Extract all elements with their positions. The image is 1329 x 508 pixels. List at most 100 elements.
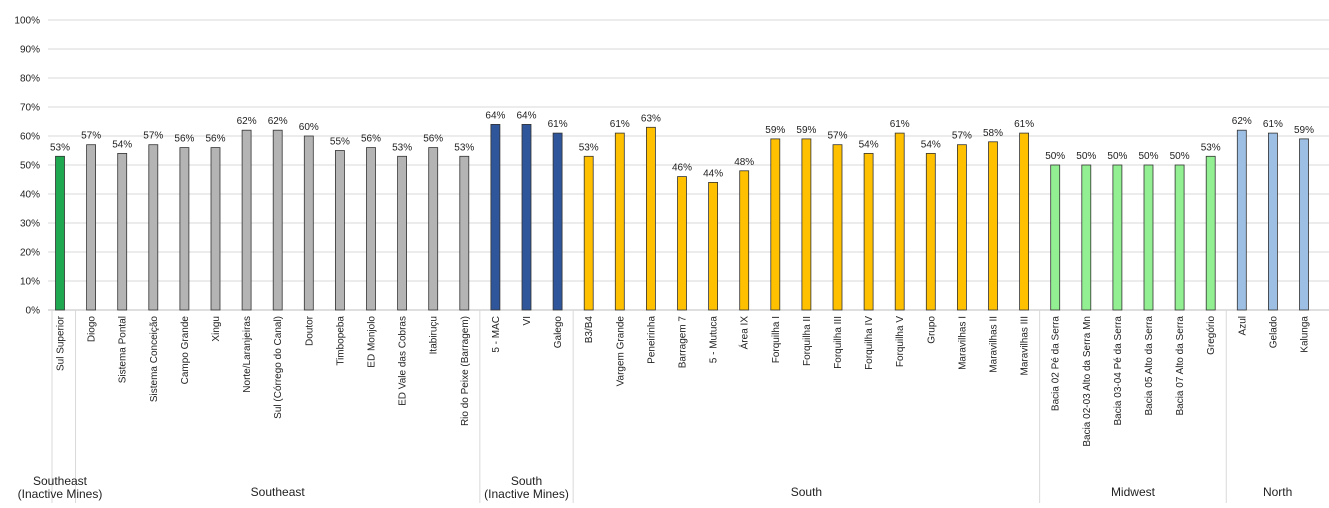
data-label: 63%: [641, 113, 661, 124]
bar: [428, 147, 439, 311]
data-label: 57%: [827, 131, 847, 142]
bar: [148, 144, 159, 311]
bar: [770, 138, 781, 311]
y-tick-label: 30%: [20, 219, 40, 230]
bar: [241, 129, 252, 311]
data-label: 54%: [921, 139, 941, 150]
data-label: 50%: [1045, 151, 1065, 162]
bars: [55, 124, 1309, 311]
data-label: 60%: [299, 122, 319, 133]
data-label: 61%: [610, 119, 630, 130]
category-label: Forquilha V: [895, 316, 906, 367]
category-label: Azul: [1237, 316, 1248, 335]
bar: [646, 126, 656, 311]
group-label: South (Inactive Mines): [484, 474, 569, 501]
bar: [739, 170, 750, 311]
y-tick-label: 50%: [20, 161, 40, 172]
data-label: 61%: [548, 119, 568, 130]
bar: [832, 144, 843, 311]
category-label: Sistema Pontal: [118, 316, 129, 383]
bar: [179, 147, 190, 311]
category-label: VI: [522, 316, 533, 325]
data-label: 57%: [81, 131, 101, 142]
bar: [459, 155, 470, 311]
y-tick-label: 0%: [26, 306, 41, 317]
category-label: Itabiruçu: [429, 316, 440, 354]
category-label: Grupo: [926, 316, 937, 344]
category-label: Bacia 03-04 Pé da Serra: [1113, 316, 1124, 426]
data-label: 53%: [579, 142, 599, 153]
data-label: 61%: [1263, 119, 1283, 130]
bar: [1050, 164, 1061, 311]
category-label: Forquilha IV: [864, 316, 875, 370]
y-tick-label: 60%: [20, 132, 40, 143]
data-label: 50%: [1107, 151, 1127, 162]
data-label: 53%: [454, 142, 474, 153]
category-label: Bacia 02-03 Alto da Serra Mn: [1082, 316, 1093, 447]
bar: [1143, 164, 1154, 311]
bar: [1299, 138, 1309, 311]
data-label: 61%: [1014, 119, 1034, 130]
category-label: Sistema Conceição: [149, 316, 160, 403]
bar: [863, 152, 874, 311]
category-label: Maravilhas I: [957, 316, 968, 370]
data-label: 46%: [672, 163, 692, 174]
category-label: Xingu: [211, 316, 222, 342]
bar: [583, 155, 594, 311]
category-label: Gelado: [1268, 316, 1279, 349]
y-tick-label: 80%: [20, 74, 40, 85]
data-label: 53%: [50, 142, 70, 153]
data-label: 59%: [1294, 125, 1314, 136]
data-label: 61%: [890, 119, 910, 130]
bar: [925, 152, 936, 311]
category-label: Rio do Peixe (Barragem): [460, 316, 471, 426]
data-labels: 53% 57% 54% 57% 56% 56% 62% 62% 60% 55% 56% 53% 56% 5…: [50, 110, 1314, 179]
bar: [708, 181, 718, 311]
category-label: ED Vale das Cobras: [398, 316, 409, 406]
bar: [521, 124, 532, 311]
category-label: Bacia 05 Alto da Serra: [1144, 316, 1155, 416]
bar: [988, 141, 998, 311]
data-label: 55%: [330, 137, 350, 148]
category-label: Timbopeba: [335, 316, 346, 366]
bar: [1268, 132, 1278, 311]
gridlines: [48, 19, 1329, 311]
bar: [1205, 155, 1216, 311]
data-label: 54%: [112, 139, 132, 150]
data-label: 62%: [268, 116, 288, 127]
group-label: Midwest: [1111, 485, 1156, 499]
data-label: 53%: [1201, 142, 1221, 153]
y-tick-label: 20%: [20, 248, 40, 259]
group-label: North: [1263, 485, 1292, 499]
data-label: 50%: [1076, 151, 1096, 162]
category-label: Maravilhas II: [989, 316, 1000, 373]
y-axis-ticks: 0% 10% 20% 30% 40% 50% 60% 70% 80% 90% 100%: [14, 16, 40, 317]
data-label: 57%: [952, 131, 972, 142]
group-label: South: [791, 485, 822, 499]
category-label: Doutor: [304, 315, 315, 346]
y-tick-label: 70%: [20, 103, 40, 114]
category-label: Sul (Córrego do Canal): [273, 316, 284, 419]
bar: [366, 147, 376, 311]
data-label: 64%: [516, 110, 536, 121]
category-label: Forquilha II: [802, 316, 813, 366]
category-label: ED Monjolo: [367, 316, 378, 368]
data-label: 56%: [205, 134, 225, 145]
bar: [1081, 164, 1092, 311]
bar: [86, 144, 96, 311]
category-label: Forquilha I: [771, 316, 782, 363]
bar: [1236, 129, 1247, 311]
bar: [55, 155, 65, 311]
data-label: 50%: [1138, 151, 1158, 162]
bar: [303, 135, 314, 311]
category-label: Norte/Laranjeiras: [242, 316, 253, 393]
data-label: 64%: [485, 110, 505, 121]
data-label: 59%: [796, 125, 816, 136]
y-tick-label: 90%: [20, 45, 40, 56]
bar: [894, 132, 905, 311]
category-label: Área IX: [738, 316, 751, 350]
data-label: 44%: [703, 168, 723, 179]
category-label: Barragem 7: [678, 316, 689, 369]
bar: [272, 129, 283, 311]
